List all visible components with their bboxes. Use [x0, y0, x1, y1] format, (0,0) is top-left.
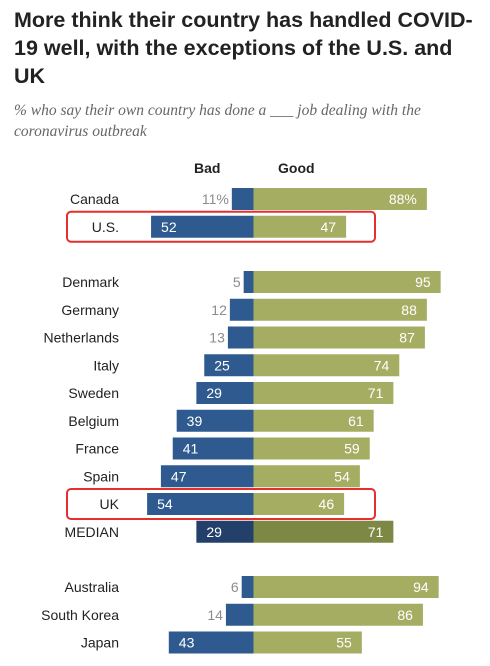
- bad-value-label-belgium: 39: [187, 413, 203, 429]
- good-bar-denmark: [253, 271, 441, 293]
- category-label-median: MEDIAN: [65, 524, 119, 540]
- bad-bar-netherlands: [227, 326, 254, 349]
- category-label-u-s: U.S.: [92, 219, 119, 235]
- good-bar-uk: [253, 493, 345, 515]
- good-bar-australia: [253, 576, 439, 598]
- good-bar-sweden: [253, 382, 394, 404]
- bad-value-label-germany: 12: [211, 302, 227, 318]
- category-label-denmark: Denmark: [62, 274, 120, 290]
- bad-bar-south-korea: [225, 603, 254, 626]
- bad-value-label-italy: 25: [214, 357, 230, 373]
- bad-value-label-uk: 54: [157, 496, 173, 512]
- bad-bar-japan: [168, 631, 254, 654]
- bad-value-label-sweden: 29: [206, 385, 222, 401]
- good-value-label-spain: 54: [334, 468, 350, 484]
- bad-bar-australia: [241, 576, 254, 598]
- category-label-canada: Canada: [70, 191, 119, 207]
- good-bar-belgium: [253, 409, 374, 432]
- bad-bar-canada: [231, 188, 254, 210]
- category-label-france: France: [75, 441, 119, 457]
- good-bar-u-s: [253, 215, 347, 238]
- bad-bar-u-s: [151, 215, 254, 238]
- bad-value-label-median: 29: [206, 524, 222, 540]
- category-label-japan: Japan: [81, 635, 119, 651]
- bad-value-label-france: 41: [183, 441, 199, 457]
- bad-bar-spain: [160, 465, 254, 488]
- good-value-label-germany: 88: [401, 302, 417, 318]
- category-label-uk: UK: [100, 496, 120, 512]
- good-bar-median: [253, 520, 394, 543]
- good-value-label-australia: 94: [413, 579, 429, 595]
- category-label-sweden: Sweden: [68, 385, 119, 401]
- bad-value-label-denmark: 5: [233, 274, 241, 290]
- good-value-label-denmark: 95: [415, 274, 431, 290]
- good-value-label-u-s: 47: [321, 219, 337, 235]
- good-value-label-belgium: 61: [348, 413, 364, 429]
- bad-value-label-japan: 43: [179, 635, 195, 651]
- highlight-box-uk: [66, 488, 376, 520]
- bad-bar-median: [196, 520, 254, 543]
- category-label-germany: Germany: [61, 302, 119, 318]
- chart-subtitle: % who say their own country has done a _…: [14, 102, 421, 140]
- bad-bar-denmark: [243, 271, 254, 293]
- bad-value-label-netherlands: 13: [209, 330, 225, 346]
- bad-bar-france: [172, 437, 254, 460]
- category-label-south-korea: South Korea: [41, 607, 119, 623]
- good-bar-france: [253, 437, 370, 460]
- good-bar-south-korea: [253, 603, 423, 626]
- good-bar-japan: [253, 631, 362, 654]
- category-label-australia: Australia: [65, 579, 120, 595]
- good-bar-italy: [253, 354, 400, 377]
- category-label-netherlands: Netherlands: [44, 330, 120, 346]
- good-value-label-south-korea: 86: [397, 607, 413, 623]
- bad-bar-sweden: [196, 382, 254, 404]
- good-bar-spain: [253, 465, 360, 488]
- good-column-header: Good: [278, 160, 315, 176]
- good-value-label-uk: 46: [319, 496, 335, 512]
- good-value-label-italy: 74: [374, 357, 390, 373]
- category-label-spain: Spain: [83, 468, 119, 484]
- bad-column-header: Bad: [194, 160, 221, 176]
- good-value-label-canada: 88%: [389, 191, 417, 207]
- good-value-label-median: 71: [368, 524, 384, 540]
- good-value-label-sweden: 71: [368, 385, 384, 401]
- bad-bar-uk: [147, 493, 254, 515]
- bad-value-label-australia: 6: [231, 579, 239, 595]
- bad-bar-belgium: [176, 409, 254, 432]
- bad-value-label-south-korea: 14: [207, 607, 223, 623]
- good-value-label-japan: 55: [336, 635, 352, 651]
- bad-value-label-u-s: 52: [161, 219, 177, 235]
- bad-bar-germany: [229, 298, 254, 321]
- bad-value-label-spain: 47: [171, 468, 187, 484]
- good-bar-canada: [253, 188, 427, 210]
- good-value-label-france: 59: [344, 441, 360, 457]
- category-label-italy: Italy: [93, 357, 119, 373]
- highlight-box-u-s: [66, 210, 376, 243]
- good-bar-netherlands: [253, 326, 425, 349]
- bad-value-label-canada: 11%: [202, 191, 229, 207]
- good-bar-germany: [253, 298, 427, 321]
- good-value-label-netherlands: 87: [399, 330, 415, 346]
- chart-title: More think their country has handled COV…: [14, 8, 473, 88]
- bad-bar-italy: [204, 354, 254, 377]
- category-label-belgium: Belgium: [68, 413, 119, 429]
